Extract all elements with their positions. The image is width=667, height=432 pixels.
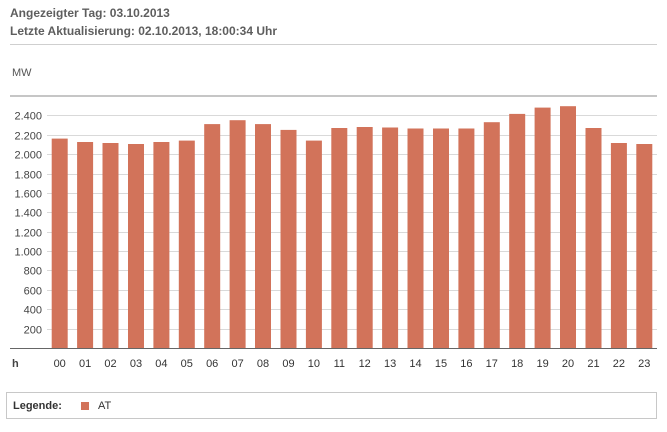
bar-07 <box>229 120 246 348</box>
x-tick-label: 17 <box>486 358 498 370</box>
x-tick-label: 02 <box>104 358 116 370</box>
header-divider <box>10 44 657 45</box>
bar-05 <box>178 140 195 348</box>
bar-22 <box>610 143 627 348</box>
x-tick-label: 22 <box>613 358 625 370</box>
bar-21 <box>585 128 602 348</box>
bar-chart: 2004006008001.0001.2001.4001.6001.8002.0… <box>10 95 657 370</box>
bars <box>51 106 653 349</box>
x-axis-ticks: 00 01 02 03 04 05 06 07 08 09 10 11 12 13 14 15 16 17 18 19… <box>54 358 651 370</box>
x-tick-label: 18 <box>511 358 523 370</box>
x-tick-label: 04 <box>155 358 167 370</box>
x-tick-label: 03 <box>130 358 142 370</box>
x-tick-label: 12 <box>359 358 371 370</box>
y-tick-label: 2.000 <box>14 150 42 162</box>
bar-08 <box>255 124 271 348</box>
y-tick-label: 2.400 <box>14 111 42 123</box>
shown-day-label: Angezeigter Tag: 03.10.2013 <box>10 6 170 20</box>
x-tick-label: 05 <box>181 358 193 370</box>
x-tick-label: 13 <box>384 358 396 370</box>
bar-00 <box>51 138 68 348</box>
y-tick-label: 1.600 <box>14 189 42 201</box>
x-tick-label: 07 <box>231 358 243 370</box>
x-tick-label: 00 <box>54 358 66 370</box>
y-tick-label: 600 <box>24 286 42 298</box>
x-tick-label: 09 <box>282 358 294 370</box>
y-tick-label: 800 <box>24 266 42 278</box>
bar-18 <box>509 113 526 349</box>
y-tick-label: 400 <box>24 305 42 317</box>
x-tick-label: 20 <box>562 358 574 370</box>
bar-12 <box>356 127 373 348</box>
x-tick-label: 16 <box>460 358 472 370</box>
bar-23 <box>636 144 653 348</box>
y-tick-label: 1.200 <box>14 228 42 240</box>
bar-02 <box>102 143 119 348</box>
bar-09 <box>280 129 297 348</box>
x-axis-unit-label: h <box>12 358 19 370</box>
y-tick-label: 1.000 <box>14 247 42 259</box>
x-tick-label: 10 <box>308 358 320 370</box>
y-axis-ticks: 200 400 600 800 1.000 1.200 1.400 1.600 1.800 2.0… <box>14 111 42 337</box>
x-tick-label: 01 <box>79 358 91 370</box>
bar-13 <box>382 127 399 348</box>
x-tick-label: 15 <box>435 358 447 370</box>
bar-10 <box>305 140 322 348</box>
bar-19 <box>534 107 551 348</box>
bar-03 <box>128 144 144 348</box>
bar-15 <box>433 128 449 348</box>
bar-17 <box>483 122 500 348</box>
y-axis-unit-label: MW <box>12 67 32 79</box>
bar-01 <box>77 142 94 348</box>
bar-16 <box>458 128 475 348</box>
bar-06 <box>204 124 221 348</box>
last-update-label: Letzte Aktualisierung: 02.10.2013, 18:00… <box>10 24 277 38</box>
bar-14 <box>407 128 424 348</box>
legend-label-at: AT <box>98 400 112 412</box>
legend-swatch-at <box>81 402 89 410</box>
bar-04 <box>153 142 170 348</box>
gridlines <box>10 95 657 349</box>
x-tick-label: 08 <box>257 358 269 370</box>
x-tick-label: 14 <box>409 358 421 370</box>
x-tick-label: 19 <box>536 358 548 370</box>
x-tick-label: 23 <box>638 358 650 370</box>
y-tick-label: 1.400 <box>14 208 42 220</box>
x-tick-label: 11 <box>334 358 345 370</box>
legend-title: Legende: <box>13 400 62 412</box>
bar-11 <box>331 128 348 348</box>
legend-box: Legende: AT <box>6 392 657 419</box>
x-tick-label: 06 <box>206 358 218 370</box>
x-tick-label: 21 <box>587 358 599 370</box>
y-tick-label: 2.200 <box>14 131 42 143</box>
y-tick-label: 200 <box>24 325 42 337</box>
bar-20 <box>560 106 576 348</box>
y-tick-label: 1.800 <box>14 170 42 182</box>
